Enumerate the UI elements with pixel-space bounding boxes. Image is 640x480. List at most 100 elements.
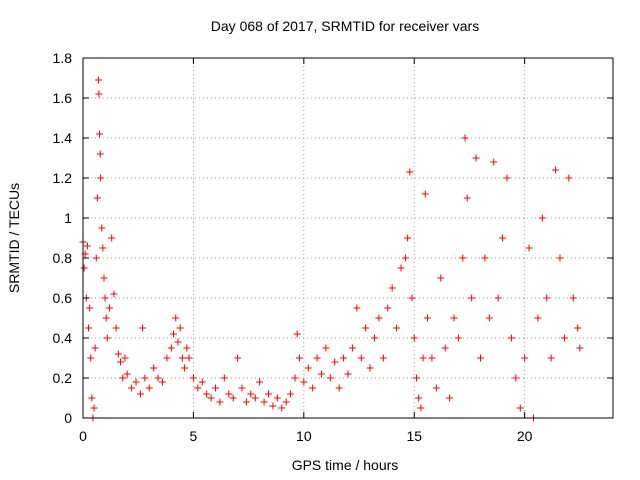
data-point: [256, 378, 264, 386]
data-point: [485, 314, 493, 322]
y-tick-label: 1.8: [53, 50, 73, 66]
x-tick-label: 20: [517, 428, 533, 444]
data-point: [406, 168, 414, 176]
data-point: [251, 394, 259, 402]
y-tick-label: 0.6: [53, 290, 73, 306]
y-tick-label: 1: [64, 210, 72, 226]
data-point: [468, 294, 476, 302]
data-point: [547, 354, 555, 362]
data-point: [295, 354, 303, 362]
data-point: [371, 334, 378, 342]
data-point: [88, 394, 96, 402]
data-point: [446, 394, 454, 402]
data-point: [95, 90, 103, 98]
data-point: [450, 314, 458, 322]
data-point: [176, 324, 184, 332]
data-point: [96, 130, 104, 138]
data-point: [322, 344, 330, 352]
data-point: [167, 344, 175, 352]
x-axis-label: GPS time / hours: [292, 457, 399, 473]
data-point: [154, 374, 162, 382]
x-tick-label: 10: [296, 428, 312, 444]
data-point: [454, 334, 462, 342]
data-point: [98, 224, 106, 232]
data-point: [375, 314, 383, 322]
data-point: [178, 354, 186, 362]
data-point: [424, 314, 431, 322]
data-point: [437, 274, 445, 282]
data-point: [565, 174, 573, 182]
data-point: [265, 390, 272, 398]
data-point: [112, 324, 120, 332]
data-point: [203, 390, 211, 398]
chart-title: Day 068 of 2017, SRMTID for receiver var…: [211, 18, 479, 34]
data-point: [119, 374, 127, 382]
data-point: [185, 354, 193, 362]
data-point: [432, 384, 440, 392]
data-point: [194, 384, 202, 392]
data-point: [92, 254, 100, 262]
data-point: [106, 304, 113, 312]
data-point: [282, 398, 290, 406]
data-point: [96, 150, 104, 158]
data-point: [340, 354, 348, 362]
data-point: [543, 294, 551, 302]
y-tick-label: 0.4: [53, 330, 73, 346]
data-point: [100, 274, 108, 282]
y-tick-label: 0.2: [53, 370, 73, 386]
data-point: [335, 384, 343, 392]
data-point: [472, 154, 480, 162]
data-point: [525, 244, 533, 252]
data-point: [85, 324, 93, 332]
data-point: [141, 374, 149, 382]
data-point: [114, 350, 122, 358]
data-point: [348, 344, 356, 352]
data-point: [393, 324, 401, 332]
y-tick-label: 1.6: [53, 90, 73, 106]
data-point: [569, 294, 577, 302]
data-point: [99, 244, 107, 252]
data-point: [145, 384, 153, 392]
data-point: [461, 134, 469, 142]
data-point: [93, 194, 101, 202]
data-point: [366, 364, 374, 372]
data-point: [417, 404, 425, 412]
data-point: [132, 378, 140, 386]
data-point: [121, 354, 129, 362]
data-point: [344, 370, 352, 378]
data-point: [477, 354, 484, 362]
data-point: [428, 354, 436, 362]
data-point: [331, 358, 339, 366]
data-point: [560, 334, 568, 342]
x-tick-label: 15: [406, 428, 422, 444]
axis-ticks: 0 0.2 0.4 0.6 0.8 1 1.2 1.4 1.6 1.8 0 5 10 15 20: [53, 50, 613, 444]
data-point: [80, 264, 88, 272]
data-point: [318, 370, 325, 378]
x-tick-label: 5: [190, 428, 198, 444]
data-point: [278, 404, 286, 412]
data-point: [87, 354, 95, 362]
data-point: [507, 334, 515, 342]
data-point: [123, 370, 131, 378]
plot-frame: [82, 57, 614, 419]
data-point: [172, 314, 180, 322]
data-point: [139, 324, 147, 332]
data-point: [216, 398, 224, 406]
data-point: [552, 166, 560, 174]
data-point: [388, 284, 396, 292]
data-point: [362, 324, 370, 332]
data-point: [291, 374, 299, 382]
data-point: [128, 384, 136, 392]
data-point: [408, 294, 416, 302]
data-point: [309, 384, 317, 392]
data-point: [512, 374, 520, 382]
data-point: [415, 394, 423, 402]
data-point: [238, 384, 246, 392]
data-point: [97, 174, 105, 182]
data-point: [86, 304, 94, 312]
data-point: [212, 384, 219, 392]
data-point: [401, 254, 409, 262]
data-point: [574, 324, 582, 332]
data-point: [419, 354, 427, 362]
data-point: [260, 398, 268, 406]
